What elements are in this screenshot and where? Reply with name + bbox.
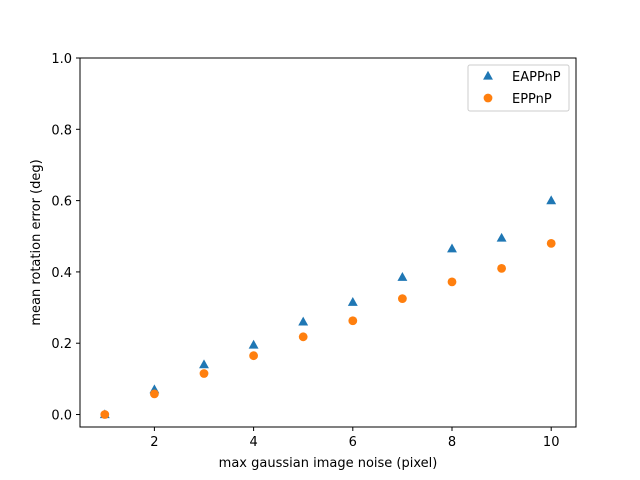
y-tick-label: 0.6 bbox=[51, 195, 72, 210]
eappnp-point bbox=[298, 316, 309, 326]
legend-entries: EAPPnP EPPnP bbox=[483, 70, 561, 107]
y-tick-label: 0.0 bbox=[51, 409, 72, 424]
x-tick-label: 2 bbox=[150, 435, 158, 450]
y-tick-label: 0.8 bbox=[51, 123, 72, 138]
y-tick-label: 0.2 bbox=[51, 337, 72, 352]
eppnp-point bbox=[298, 332, 308, 342]
legend-marker-eppnp bbox=[483, 93, 493, 103]
eppnp-point bbox=[447, 277, 457, 287]
x-tick-label: 10 bbox=[543, 435, 560, 450]
x-tick-label: 8 bbox=[448, 435, 456, 450]
eppnp-point bbox=[348, 316, 358, 326]
eappnp-point bbox=[397, 272, 408, 281]
eppnp-point bbox=[497, 263, 506, 273]
x-tick-label: 6 bbox=[349, 435, 357, 450]
eappnp-point bbox=[199, 359, 209, 369]
x-axis-ticks: 2 4 6 8 10 bbox=[150, 427, 559, 450]
legend-marker-eappnp bbox=[483, 70, 493, 80]
eppnp-point bbox=[150, 389, 159, 399]
data-markers bbox=[99, 195, 557, 419]
legend: EAPPnP EPPnP bbox=[467, 64, 570, 112]
eppnp-point bbox=[249, 351, 258, 361]
eppnp-point bbox=[199, 369, 209, 378]
y-tick-label: 0.4 bbox=[51, 266, 72, 281]
y-axis-label: mean rotation error (deg) bbox=[29, 159, 44, 325]
y-tick-label: 1.0 bbox=[51, 52, 72, 67]
eappnp-point bbox=[347, 297, 358, 306]
eappnp-point bbox=[447, 243, 457, 253]
eappnp-point bbox=[546, 195, 557, 205]
legend-label-eppnp: EPPnP bbox=[512, 92, 552, 107]
x-axis-label: max gaussian image noise (pixel) bbox=[219, 456, 438, 471]
eappnp-point bbox=[496, 232, 507, 242]
y-axis-ticks: 0.0 0.2 0.4 0.6 0.8 1.0 bbox=[51, 52, 80, 424]
eppnp-point bbox=[100, 410, 110, 419]
plot-area bbox=[79, 57, 577, 428]
eppnp-point bbox=[546, 238, 556, 248]
axes-frame bbox=[79, 57, 577, 428]
eppnp-point bbox=[398, 294, 407, 304]
legend-label-eappnp: EAPPnP bbox=[512, 70, 561, 85]
legend-box bbox=[467, 64, 570, 112]
x-tick-label: 4 bbox=[249, 435, 257, 450]
eappnp-point bbox=[248, 339, 259, 349]
